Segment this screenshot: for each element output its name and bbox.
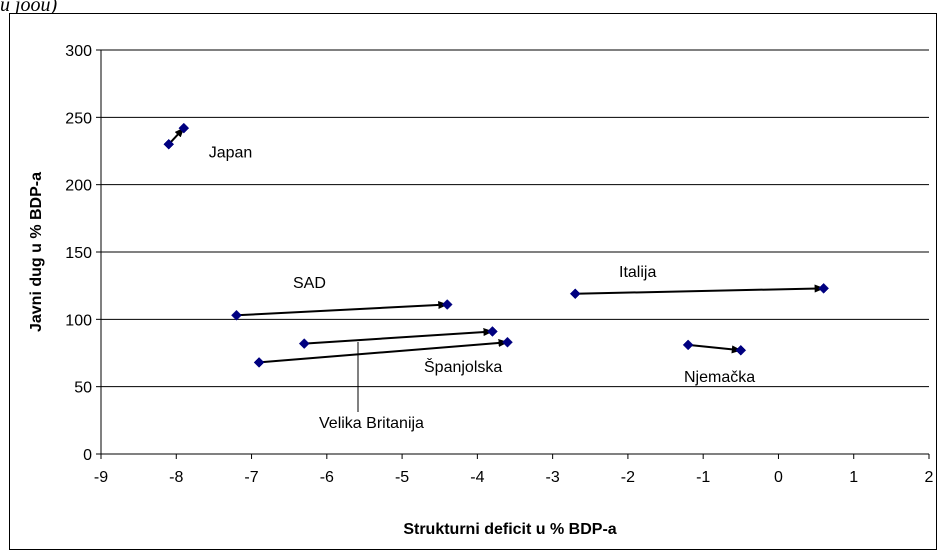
data-point-marker xyxy=(178,122,190,134)
data-point-marker xyxy=(163,138,175,150)
data-point-marker xyxy=(231,309,242,321)
data-point-marker xyxy=(818,283,829,294)
arrow-italija xyxy=(575,284,825,295)
data-point-marker xyxy=(502,336,513,348)
series-label: Italija xyxy=(619,264,656,281)
x-tick-label: 1 xyxy=(849,469,858,486)
data-points xyxy=(163,122,829,368)
data-point-marker xyxy=(569,288,581,300)
page-header-fragment: u joou) xyxy=(0,0,58,16)
y-tick-label: 0 xyxy=(83,447,92,464)
series-label: Njemačka xyxy=(684,369,755,386)
y-tick-label: 50 xyxy=(74,380,92,397)
y-tick-label: 100 xyxy=(65,312,92,329)
arrow--panjolska xyxy=(258,338,509,364)
axes xyxy=(96,49,930,459)
y-axis-title: Javni dug u % BDP-a xyxy=(28,172,45,332)
x-tick-label: -4 xyxy=(470,469,484,486)
data-point-marker xyxy=(441,299,453,310)
arrow-series xyxy=(168,127,825,364)
data-point-marker xyxy=(298,338,310,349)
tick-labels: 0 50 100 150 200 250 300 -9 -8 -7 -6 -5 -4 -3 -2 -1 0 1 2 xyxy=(65,43,933,486)
x-tick-label: -7 xyxy=(244,469,258,486)
x-tick-label: 0 xyxy=(774,469,783,486)
x-tick-label: 2 xyxy=(925,469,934,486)
x-tick-label: -2 xyxy=(621,469,635,486)
series-label: Španjolska xyxy=(424,357,502,376)
arrow-velika-britanija xyxy=(304,328,494,345)
data-point-marker xyxy=(253,357,265,368)
annotations: Japan SAD Italija Velika Britanija Španjolsk… xyxy=(209,144,755,432)
x-axis-title: Strukturni deficit u % BDP-a xyxy=(403,521,616,538)
y-tick-label: 200 xyxy=(65,178,92,195)
data-point-marker xyxy=(487,326,498,337)
x-tick-label: -6 xyxy=(320,469,334,486)
arrow-njema-ka xyxy=(688,343,742,354)
series-label: Velika Britanija xyxy=(319,415,424,432)
x-tick-label: -8 xyxy=(169,469,183,486)
y-tick-label: 150 xyxy=(65,245,92,262)
y-tick-label: 250 xyxy=(65,110,92,127)
arrow-sad xyxy=(236,300,449,317)
y-tick-label: 300 xyxy=(65,43,92,60)
x-tick-label: -5 xyxy=(395,469,409,486)
x-tick-label: -3 xyxy=(546,469,560,486)
series-label: SAD xyxy=(293,275,326,292)
grid-lines xyxy=(101,49,929,388)
chart-frame: 0 50 100 150 200 250 300 -9 -8 -7 -6 -5 -4 -3 -2 -1 0 1 2 … xyxy=(9,13,937,550)
series-label: Japan xyxy=(209,144,253,161)
x-tick-label: -1 xyxy=(696,469,710,486)
x-tick-label: -9 xyxy=(94,469,108,486)
data-point-marker xyxy=(735,344,747,356)
data-point-marker xyxy=(682,339,694,351)
